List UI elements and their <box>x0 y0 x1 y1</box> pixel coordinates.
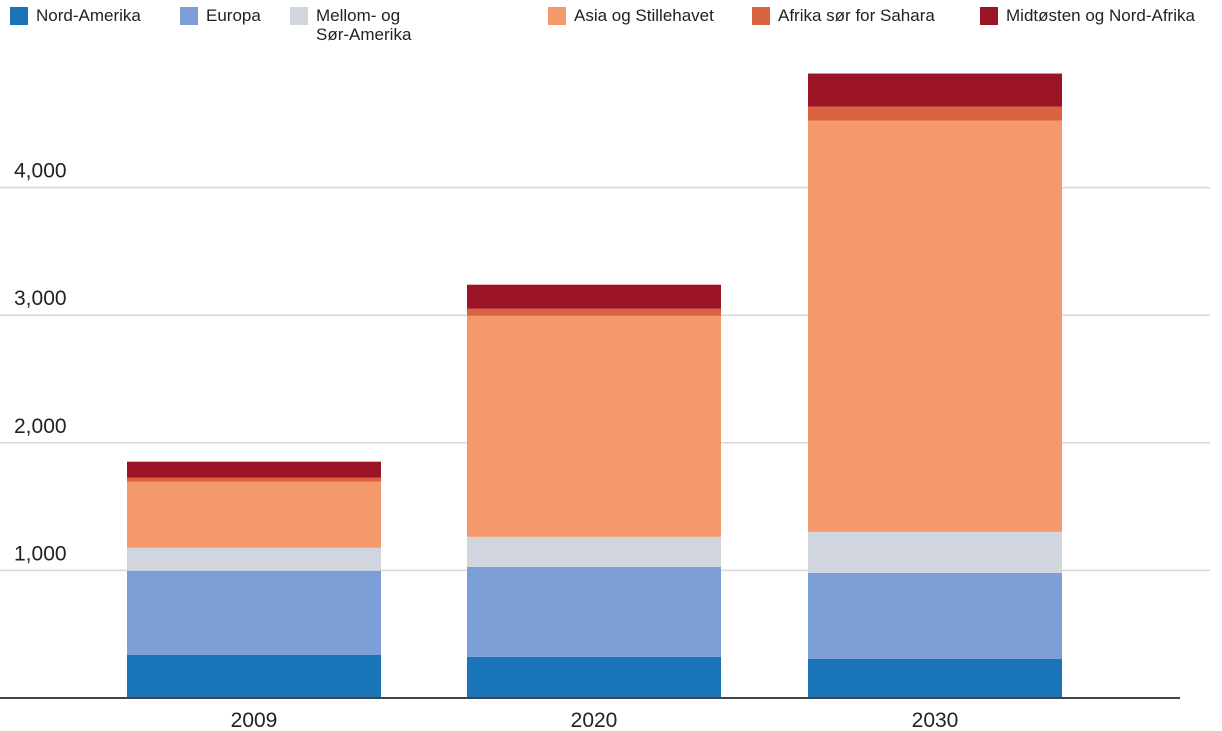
legend-item: Afrika sør for Sahara <box>752 6 935 25</box>
bar-segment <box>467 566 721 657</box>
legend-label: Nord-Amerika <box>36 6 141 25</box>
x-tick-label: 2009 <box>231 709 278 731</box>
legend-label: Asia og Stillehavet <box>574 6 714 25</box>
bar-segment <box>467 284 721 309</box>
legend-item: Nord-Amerika <box>10 6 141 25</box>
legend-swatch <box>180 7 198 25</box>
bar-segment <box>127 654 381 698</box>
legend-label: Afrika sør for Sahara <box>778 6 935 25</box>
y-tick-label: 1,000 <box>14 542 67 565</box>
legend-item: Europa <box>180 6 261 25</box>
x-tick-label: 2020 <box>571 709 618 731</box>
y-tick-label: 2,000 <box>14 415 67 438</box>
legend-label: Midtøsten og Nord-Afrika <box>1006 6 1195 25</box>
bar-segment <box>467 315 721 537</box>
y-tick-label: 3,000 <box>14 287 67 310</box>
bar-segment <box>808 531 1062 573</box>
legend-swatch <box>980 7 998 25</box>
bar-segment <box>808 572 1062 659</box>
bar-segment <box>127 547 381 571</box>
bar-segment <box>127 481 381 548</box>
legend-swatch <box>290 7 308 25</box>
bar-segment <box>127 477 381 482</box>
legend-swatch <box>548 7 566 25</box>
bar-segment <box>467 308 721 316</box>
bar-segment <box>467 536 721 567</box>
legend-swatch <box>10 7 28 25</box>
legend-label: Europa <box>206 6 261 25</box>
bar-segment <box>127 461 381 478</box>
x-tick-label: 2030 <box>912 709 959 731</box>
bar-segment <box>808 73 1062 107</box>
legend-item: Asia og Stillehavet <box>548 6 714 25</box>
y-tick-label: 4,000 <box>14 160 67 183</box>
bar-segment <box>467 656 721 698</box>
bar-segment <box>808 106 1062 121</box>
legend-item: Mellom- og Sør-Amerika <box>290 6 426 44</box>
legend-label: Mellom- og Sør-Amerika <box>316 6 412 44</box>
legend-swatch <box>752 7 770 25</box>
legend-item: Midtøsten og Nord-Afrika <box>980 6 1195 25</box>
bar-segment <box>808 658 1062 698</box>
bar-segment <box>808 120 1062 532</box>
bar-segment <box>127 570 381 655</box>
